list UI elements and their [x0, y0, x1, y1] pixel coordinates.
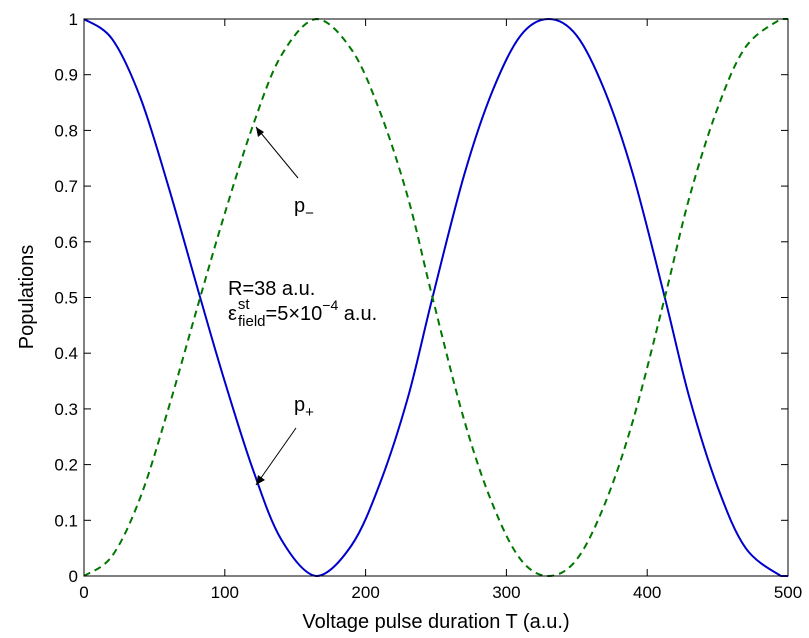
params-line2: εst field=5×10−4 a.u. — [228, 296, 377, 330]
y-tick-label-8: 0.8 — [54, 121, 78, 140]
x-tick-label-4: 400 — [633, 583, 661, 602]
eps-sub: field — [238, 313, 266, 330]
y-tick-label-7: 0.7 — [54, 177, 78, 196]
y-axis-label: Populations — [16, 245, 38, 350]
p-minus-base: p — [294, 195, 305, 217]
eps-rest: =5×10 — [266, 303, 323, 325]
p-plus-label: p+ — [294, 394, 314, 421]
p-minus-arrowhead — [256, 127, 264, 137]
annotation-arrows — [255, 126, 299, 486]
y-tick-label-4: 0.4 — [54, 344, 78, 363]
series-line-p-plus — [83, 17, 788, 578]
y-tick-label-5: 0.5 — [54, 289, 78, 308]
tick-layer: 0 100 200 300 400 500 0 0.1 0.2 0.3 0.4 0.5 0.6 0.7 0.… — [54, 10, 802, 602]
params-line1: R=38 a.u. — [228, 278, 315, 300]
p-plus-arrow-line — [255, 427, 297, 486]
plot-background — [84, 19, 788, 576]
x-tick-label-3: 300 — [492, 583, 520, 602]
y-tick-label-6: 0.6 — [54, 233, 78, 252]
p-plus-base: p — [294, 394, 305, 416]
p-minus-label: p− — [294, 195, 314, 222]
y-tick-label-1: 0.1 — [54, 511, 78, 530]
eps-symbol: ε — [228, 303, 237, 325]
y-tick-label-9: 0.9 — [54, 66, 78, 85]
eps-sup: st — [238, 296, 251, 313]
p-plus-sub: + — [305, 404, 314, 421]
x-tick-label-2: 200 — [351, 583, 379, 602]
y-tick-label-2: 0.2 — [54, 456, 78, 475]
x-tick-label-1: 100 — [211, 583, 239, 602]
x-tick-label-0: 0 — [79, 583, 88, 602]
x-tick-label-5: 500 — [774, 583, 802, 602]
y-tick-label-10: 1 — [69, 10, 78, 29]
eps-unit: a.u. — [338, 303, 377, 325]
series-line-p-minus — [83, 17, 788, 578]
eps-exp: −4 — [322, 297, 338, 313]
y-tick-label-3: 0.3 — [54, 400, 78, 419]
series-layer — [83, 17, 788, 578]
p-plus-arrowhead — [256, 475, 265, 485]
x-axis-label: Voltage pulse duration T (a.u.) — [302, 611, 569, 633]
p-minus-arrow-line — [255, 126, 299, 179]
p-minus-sub: − — [305, 205, 314, 222]
y-tick-label-0: 0 — [69, 567, 78, 586]
